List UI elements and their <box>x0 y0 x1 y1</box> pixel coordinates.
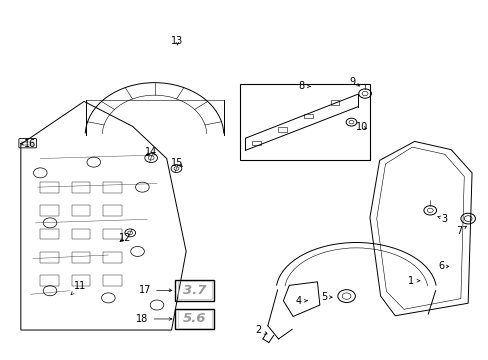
Text: 15: 15 <box>171 158 183 168</box>
Bar <box>278 127 286 132</box>
Bar <box>40 275 59 286</box>
Text: 8: 8 <box>298 81 310 91</box>
Text: 5: 5 <box>321 292 331 302</box>
Text: 3: 3 <box>437 213 447 224</box>
Bar <box>40 229 59 239</box>
Text: 11: 11 <box>71 282 86 294</box>
Text: 14: 14 <box>145 147 157 157</box>
Bar <box>175 280 214 301</box>
Bar <box>103 252 122 262</box>
Text: 5.6: 5.6 <box>183 312 206 325</box>
Bar <box>103 205 122 216</box>
Bar <box>175 309 214 329</box>
Text: 4: 4 <box>295 296 307 306</box>
Text: 3.7: 3.7 <box>183 284 206 297</box>
Text: 16: 16 <box>20 139 36 149</box>
Text: 6: 6 <box>437 261 448 271</box>
Text: 17: 17 <box>139 285 172 296</box>
Text: 9: 9 <box>348 77 359 87</box>
Bar <box>40 182 59 193</box>
Text: 7: 7 <box>455 226 466 236</box>
Text: 2: 2 <box>254 325 266 335</box>
Bar <box>178 282 211 299</box>
Bar <box>330 100 339 105</box>
Text: 1: 1 <box>407 276 419 286</box>
Bar <box>72 182 90 193</box>
Bar <box>72 275 90 286</box>
Bar <box>72 205 90 216</box>
Bar <box>72 229 90 239</box>
Bar <box>103 182 122 193</box>
Bar <box>103 275 122 286</box>
Text: 10: 10 <box>355 122 367 132</box>
Bar <box>304 113 312 118</box>
Bar <box>72 252 90 262</box>
Text: 12: 12 <box>119 233 131 243</box>
Text: 18: 18 <box>136 314 172 324</box>
Bar <box>103 229 122 239</box>
Text: 13: 13 <box>171 36 183 46</box>
Bar <box>40 205 59 216</box>
Bar <box>239 84 369 160</box>
Bar <box>40 252 59 262</box>
Bar <box>178 310 211 328</box>
Bar <box>251 141 260 145</box>
